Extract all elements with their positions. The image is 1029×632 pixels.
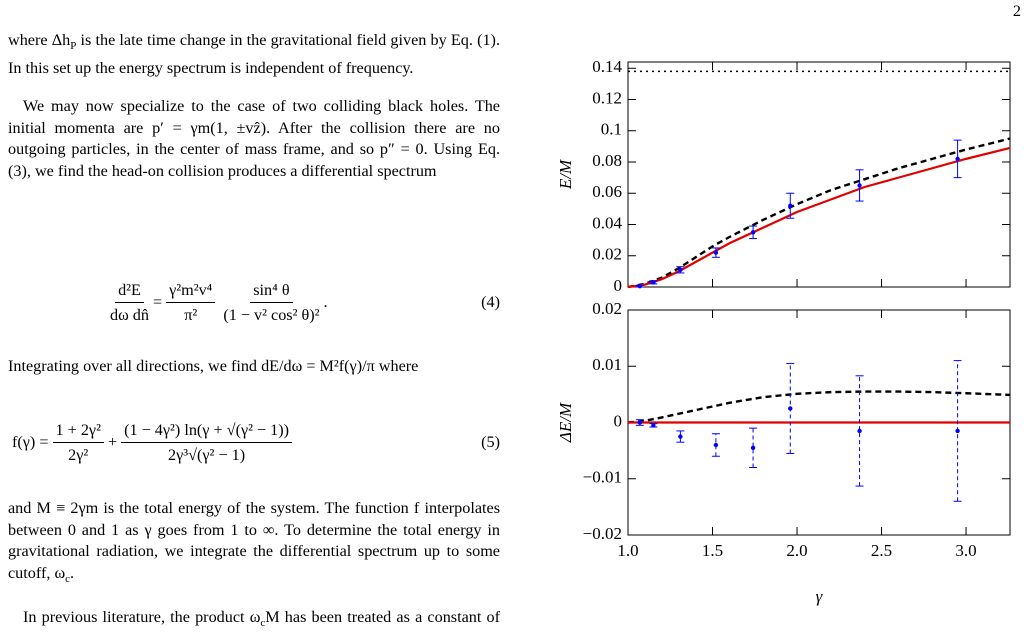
- text: where Δh: [8, 31, 71, 49]
- y-axis-label: ΔE/M: [556, 402, 575, 443]
- paragraph: where ΔhP is the late time change in the…: [8, 30, 500, 80]
- eq-term: 2γ³√(γ² − 1): [168, 445, 246, 464]
- eq-term: =: [152, 292, 163, 311]
- eq-term: +: [107, 432, 118, 451]
- y-tick-label: 0.1: [601, 120, 622, 139]
- paragraph: and M ≡ 2γm is the total energy of the s…: [8, 498, 500, 591]
- y-tick-label: 0.02: [592, 299, 622, 318]
- data-point: [651, 423, 656, 428]
- eq-term: d²E: [115, 278, 144, 303]
- curve: [627, 390, 1011, 424]
- eq-term: (1 − 4γ²) ln(γ + √(γ² − 1)): [121, 418, 293, 443]
- data-point: [788, 203, 793, 208]
- y-tick-label: 0.12: [592, 88, 622, 107]
- eq-term: sin⁴ θ: [250, 278, 293, 303]
- data-point: [713, 442, 719, 448]
- eq-term: 2γ²: [68, 445, 89, 464]
- plot-frame: [627, 61, 1011, 288]
- page-number: 2: [1012, 2, 1021, 20]
- y-tick-label: 0.06: [592, 182, 622, 201]
- paragraph: Integrating over all directions, we find…: [8, 356, 500, 378]
- paragraph: In previous literature, the product ωcM …: [8, 607, 500, 632]
- data-point: [678, 434, 683, 439]
- curve: [627, 146, 1011, 289]
- text: Integrating over all directions, we find…: [8, 357, 419, 375]
- data-point: [857, 183, 862, 188]
- eq-term: (1 − v² cos² θ)²: [223, 305, 320, 324]
- eq-term: γ²m²v⁴: [166, 278, 216, 303]
- data-point: [955, 156, 960, 162]
- y-axis-label: E/M: [556, 159, 575, 190]
- eq-term: f(γ) =: [12, 432, 49, 451]
- y-tick-label: 0.02: [592, 245, 622, 264]
- text: c: [260, 617, 266, 630]
- y-tick-label: 0.14: [592, 57, 622, 76]
- paragraph: We may now specialize to the case of two…: [8, 96, 500, 183]
- y-tick-label: 0: [614, 276, 623, 295]
- data-point: [637, 420, 643, 425]
- y-tick-label: 0.01: [592, 355, 622, 374]
- y-tick-label: 0.08: [592, 151, 622, 170]
- eq-term: π²: [184, 305, 198, 324]
- data-point: [788, 406, 793, 411]
- y-tick-label: 0.04: [592, 213, 622, 232]
- text: is the late time change in the gravitati…: [8, 31, 500, 77]
- text: P: [70, 40, 77, 53]
- text: c: [65, 573, 70, 586]
- x-tick-label: 3.0: [955, 541, 976, 560]
- text: .: [70, 564, 75, 583]
- data-point: [678, 267, 683, 273]
- data-point: [713, 250, 719, 255]
- data-point: [955, 428, 960, 434]
- eq-term: 1 + 2γ²: [52, 418, 104, 443]
- x-tick-label: 1.5: [702, 541, 723, 560]
- text: M has been treated as a constant of orde…: [265, 608, 500, 626]
- data-point: [651, 280, 656, 285]
- y-tick-label: −0.02: [583, 524, 622, 543]
- eq-term: dω dn̂: [110, 305, 149, 324]
- x-tick-label: 2.5: [871, 541, 892, 560]
- equation: f(γ) = 1 + 2γ² 2γ² + (1 − 4γ²) ln(γ + √(γ…: [8, 412, 500, 472]
- y-tick-label: −0.01: [583, 468, 622, 487]
- data-point: [750, 445, 756, 451]
- eq-term: .: [323, 292, 328, 311]
- text: and M ≡ 2γm is the total energy of the s…: [8, 499, 500, 583]
- text: We may now specialize to the case of two…: [8, 97, 500, 181]
- equation: d²E dω dn̂ = γ²m²v⁴ π² sin⁴ θ (1 − v² cos² …: [8, 274, 500, 330]
- text: In previous literature, the product ω: [23, 608, 261, 626]
- data-point: [750, 230, 756, 235]
- data-point: [857, 428, 862, 434]
- data-point: [637, 284, 643, 289]
- equation-number: (4): [481, 292, 500, 311]
- x-tick-label: 1.0: [617, 541, 638, 560]
- x-tick-label: 2.0: [786, 541, 807, 560]
- curve: [627, 137, 1011, 289]
- equation-number: (5): [481, 432, 500, 451]
- y-tick-label: 0: [614, 411, 623, 430]
- x-axis-label: γ: [816, 587, 824, 606]
